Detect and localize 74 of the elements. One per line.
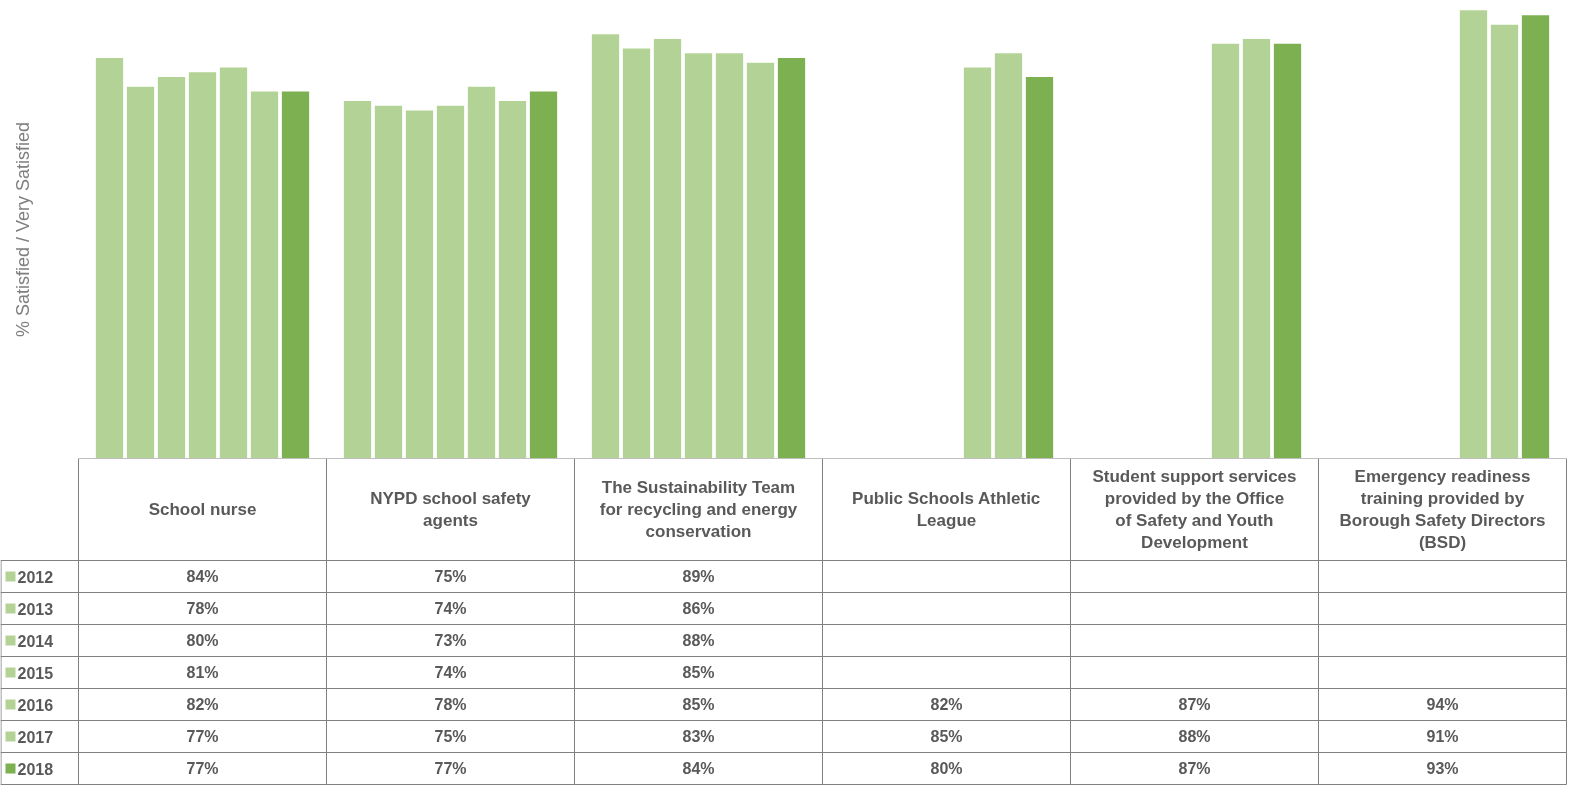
legend-label: 2017 [17, 728, 54, 746]
bar [95, 58, 124, 458]
legend-label: 2015 [17, 664, 54, 682]
x-tick-label: The Sustainability Team for recycling and energy conservation [599, 478, 798, 541]
data-label: 84% [186, 568, 219, 585]
x-tick-label: NYPD school safety agents [370, 489, 532, 530]
bar [498, 100, 527, 458]
data-label: 74% [434, 600, 467, 617]
data-label: 82% [930, 696, 963, 713]
bar [188, 72, 217, 458]
bar [374, 105, 403, 458]
bar [622, 48, 651, 458]
legend-label: 2014 [17, 632, 54, 650]
bar [529, 91, 558, 458]
bar [746, 62, 775, 458]
data-label: 83% [682, 728, 715, 745]
data-label: 74% [434, 664, 467, 681]
bar [684, 53, 713, 458]
bar [157, 77, 186, 458]
data-label: 78% [434, 696, 467, 713]
data-label: 88% [1178, 728, 1211, 745]
data-label: 94% [1426, 696, 1459, 713]
data-label: 80% [930, 760, 963, 777]
data-label: 86% [682, 600, 715, 617]
data-label: 73% [434, 632, 467, 649]
data-label: 93% [1426, 760, 1459, 777]
bar [343, 100, 372, 458]
bar [1025, 77, 1054, 458]
bar [1490, 24, 1519, 458]
data-label: 75% [434, 728, 467, 745]
data-label: 87% [1178, 696, 1211, 713]
bar [436, 105, 465, 458]
bar [405, 110, 434, 458]
bar [591, 34, 620, 458]
x-tick-label: School nurse [148, 500, 257, 519]
data-label: 75% [434, 568, 467, 585]
data-label: 77% [434, 760, 467, 777]
bar [715, 53, 744, 458]
bar [994, 53, 1023, 458]
bar [1521, 15, 1550, 458]
data-label: 80% [186, 632, 219, 649]
bar [653, 38, 682, 458]
x-tick-label: Public Schools Athletic League [852, 489, 1041, 530]
bar [219, 67, 248, 458]
legend-label: 2018 [17, 760, 54, 778]
data-label: 85% [682, 664, 715, 681]
bar [126, 86, 155, 458]
data-label: 82% [186, 696, 219, 713]
bar [1242, 38, 1271, 458]
x-tick-label: Student support services provided by the Office of Safety and Youth Development [1092, 467, 1297, 552]
bar [281, 91, 310, 458]
bar [467, 86, 496, 458]
bar [1211, 43, 1240, 458]
y-axis-title: % Satisfied / Very Satisfied [12, 121, 33, 338]
data-label: 77% [186, 760, 219, 777]
data-label: 88% [682, 632, 715, 649]
bar [1273, 43, 1302, 458]
bar [777, 58, 806, 458]
data-label: 81% [186, 664, 219, 681]
data-label: 85% [682, 696, 715, 713]
data-label: 87% [1178, 760, 1211, 777]
x-tick-label: Emergency readiness training provided by Borough Safety Directors (BSD) [1339, 467, 1546, 552]
data-label: 85% [930, 728, 963, 745]
data-label: 77% [186, 728, 219, 745]
legend-label: 2016 [17, 696, 54, 714]
data-label: 91% [1426, 728, 1459, 745]
bar [250, 91, 279, 458]
bar [963, 67, 992, 458]
data-label: 84% [682, 760, 715, 777]
legend-label: 2012 [17, 568, 54, 586]
data-label: 89% [682, 568, 715, 585]
data-label: 78% [186, 600, 219, 617]
bar [1459, 10, 1488, 458]
legend-label: 2013 [17, 600, 54, 618]
